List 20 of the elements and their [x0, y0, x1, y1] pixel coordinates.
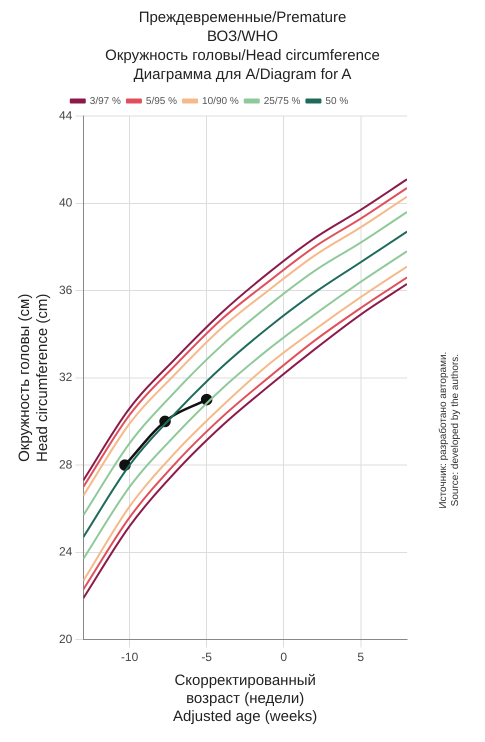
legend-label: 3/97 %	[90, 96, 122, 107]
x-tick-label: -10	[120, 650, 139, 664]
y-tick-label: 20	[58, 632, 73, 646]
y-tick-label: 36	[58, 282, 73, 297]
y-tick-label: 40	[58, 196, 73, 210]
y-tick-label: 32	[58, 370, 73, 384]
y-tick-label: 28	[58, 457, 73, 472]
legend-label: 10/90 %	[202, 96, 239, 107]
legend-label: 50 %	[325, 96, 348, 107]
text: Источник: разработано авторами. Source: developed by the authors.	[438, 352, 461, 509]
y-tick-label: 44	[58, 108, 73, 122]
legend-label: 5/95 %	[146, 96, 178, 107]
x-tick-label: -5	[201, 650, 212, 664]
chart-title: Преждевременные/Premature ВОЗ/WHO Окружность головы/Head circumference Диаграмма для A/Diagram for A	[104, 8, 381, 84]
y-tick-label: 24	[58, 544, 73, 559]
legend-label: 25/75 %	[264, 96, 301, 107]
x-axis-title: Скорректированный возраст (недели) Adjusted age (weeks)	[173, 672, 318, 726]
y-axis-title: Окружность головы (см) Head circumference (cm)	[16, 294, 52, 462]
x-tick-label: 0	[280, 650, 288, 664]
x-tick-label: 5	[357, 650, 364, 664]
